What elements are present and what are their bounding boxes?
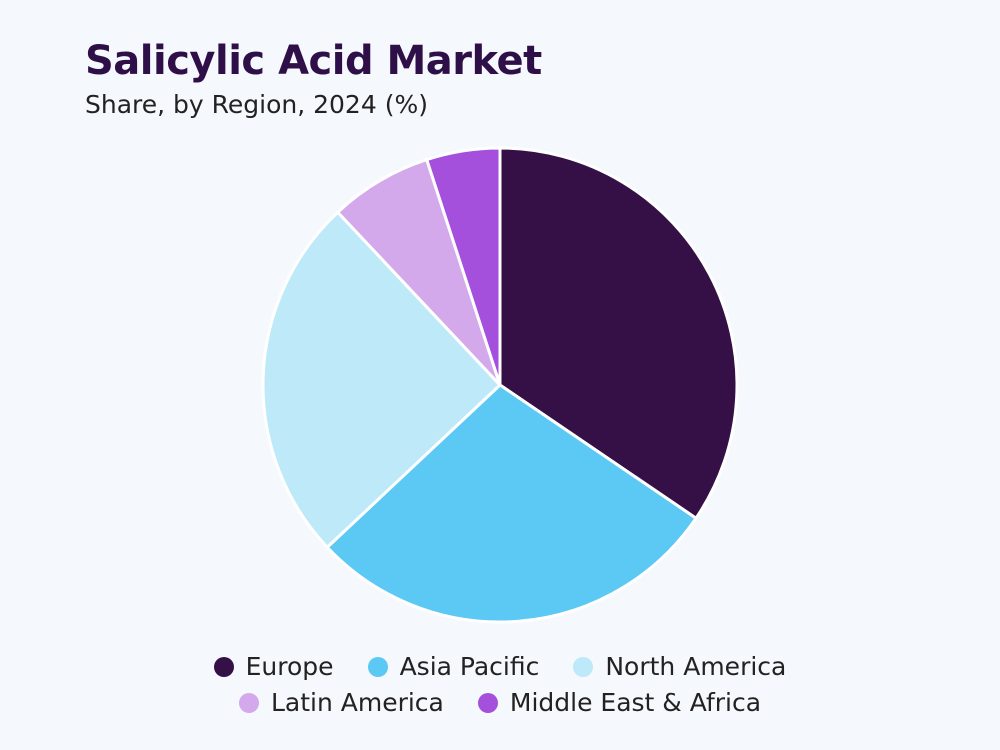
legend-swatch-middle-east-africa	[477, 692, 498, 713]
legend-row-2: Latin America Middle East & Africa	[0, 688, 1000, 717]
pie-slice-latin-america	[336, 158, 502, 387]
legend-item-north-america: North America	[573, 652, 786, 681]
legend-swatch-europe	[213, 656, 234, 677]
legend-label-north-america: North America	[605, 652, 787, 681]
legend-swatch-latin-america	[238, 692, 259, 713]
pie-slice-north-america	[261, 210, 502, 549]
chart-subtitle: Share, by Region, 2024 (%)	[85, 90, 428, 119]
legend-item-asia-pacific: Asia Pacific	[367, 652, 540, 681]
legend-label-europe: Europe	[245, 652, 334, 681]
pie-slice-middle-east-africa	[425, 146, 502, 387]
legend-label-latin-america: Latin America	[270, 688, 444, 717]
pie-slice-europe	[498, 146, 739, 520]
legend-label-asia-pacific: Asia Pacific	[399, 652, 540, 681]
legend-item-middle-east-africa: Middle East & Africa	[477, 688, 762, 717]
pie-slice-asia-pacific	[325, 383, 698, 624]
legend-item-europe: Europe	[213, 652, 334, 681]
legend-item-latin-america: Latin America	[238, 688, 444, 717]
legend-swatch-north-america	[573, 656, 594, 677]
chart-title: Salicylic Acid Market	[85, 38, 542, 84]
legend-label-middle-east-africa: Middle East & Africa	[509, 688, 762, 717]
legend: Europe Asia Pacific North America	[0, 652, 1000, 681]
legend-swatch-asia-pacific	[367, 656, 388, 677]
